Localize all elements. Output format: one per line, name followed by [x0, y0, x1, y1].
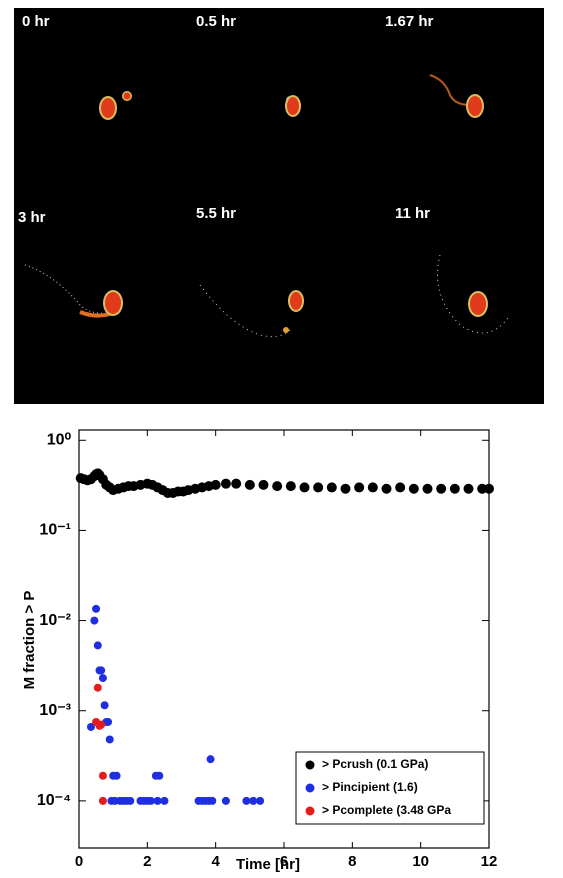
- point: [146, 796, 155, 805]
- panel-label: 0.5 hr: [196, 13, 236, 30]
- point: [449, 483, 460, 494]
- point: [484, 483, 494, 494]
- point: [100, 701, 109, 710]
- point: [256, 796, 265, 805]
- point: [258, 479, 269, 490]
- panel-label: 5.5 hr: [196, 205, 236, 222]
- legend-label: > Pcrush (0.1 GPa): [322, 757, 428, 771]
- point: [206, 755, 215, 764]
- point: [208, 796, 217, 805]
- point: [326, 482, 337, 493]
- legend-label: > Pcomplete (3.48 GPa: [322, 803, 451, 817]
- point: [408, 483, 419, 494]
- y-tick-label: 10⁻⁴: [37, 792, 71, 809]
- simulation-panels: 0 hr 0.5 hr 1.67 hr 3 hr 5.5 hr 11 hr: [14, 8, 544, 404]
- legend-marker: [305, 760, 315, 770]
- panel-label: 11 hr: [395, 205, 430, 222]
- blobs: [24, 74, 511, 338]
- point: [97, 666, 106, 675]
- legend-marker: [305, 783, 315, 793]
- chart: Time [hr] M fraction > P 0 2 4 6 8 10 12 10⁰ 10⁻…: [21, 429, 498, 873]
- y-tick-label: 10⁻³: [39, 702, 71, 719]
- x-tick-label: 0: [75, 853, 83, 870]
- point: [105, 735, 114, 744]
- x-axis-label: Time [hr]: [236, 856, 300, 873]
- point: [436, 483, 447, 494]
- y-tick-label: 10⁰: [47, 431, 72, 448]
- point: [98, 771, 107, 780]
- point: [221, 796, 230, 805]
- point: [242, 796, 251, 805]
- point: [98, 674, 107, 683]
- panel-label: 0 hr: [22, 13, 50, 30]
- point: [86, 722, 95, 731]
- point: [244, 479, 255, 490]
- point: [104, 717, 113, 726]
- panel-background: [14, 8, 544, 404]
- y-tick-label: 10⁻²: [39, 612, 71, 629]
- x-tick-label: 6: [280, 853, 288, 870]
- point: [112, 771, 121, 780]
- point: [97, 720, 106, 729]
- point: [249, 796, 258, 805]
- point: [126, 796, 135, 805]
- y-tick-label: 10⁻¹: [39, 522, 71, 539]
- point: [367, 482, 378, 493]
- point: [98, 796, 107, 805]
- point: [220, 478, 231, 489]
- panel-label: 3 hr: [18, 209, 46, 226]
- point: [93, 641, 102, 650]
- x-tick-label: 2: [143, 853, 151, 870]
- point: [340, 483, 351, 494]
- point: [422, 483, 433, 494]
- point: [285, 481, 296, 492]
- point: [153, 796, 162, 805]
- point: [354, 482, 365, 493]
- y-axis-label: M fraction > P: [21, 591, 38, 690]
- point: [210, 479, 221, 490]
- point: [93, 683, 102, 692]
- point: [381, 483, 392, 494]
- point: [463, 483, 474, 494]
- point: [313, 482, 324, 493]
- x-tick-label: 12: [481, 853, 498, 870]
- x-tick-label: 8: [348, 853, 356, 870]
- point: [155, 771, 164, 780]
- legend-box: [295, 751, 485, 825]
- point: [160, 796, 169, 805]
- point: [92, 604, 101, 613]
- point: [395, 482, 406, 493]
- panel-label: 1.67 hr: [385, 13, 434, 30]
- legend-label: > Pincipient (1.6): [322, 780, 418, 794]
- x-tick-label: 4: [211, 853, 220, 870]
- point: [90, 616, 99, 625]
- x-tick-label: 10: [412, 853, 429, 870]
- point: [231, 478, 242, 489]
- point: [477, 483, 488, 494]
- point: [299, 482, 310, 493]
- legend-marker: [305, 806, 315, 816]
- point: [272, 481, 283, 492]
